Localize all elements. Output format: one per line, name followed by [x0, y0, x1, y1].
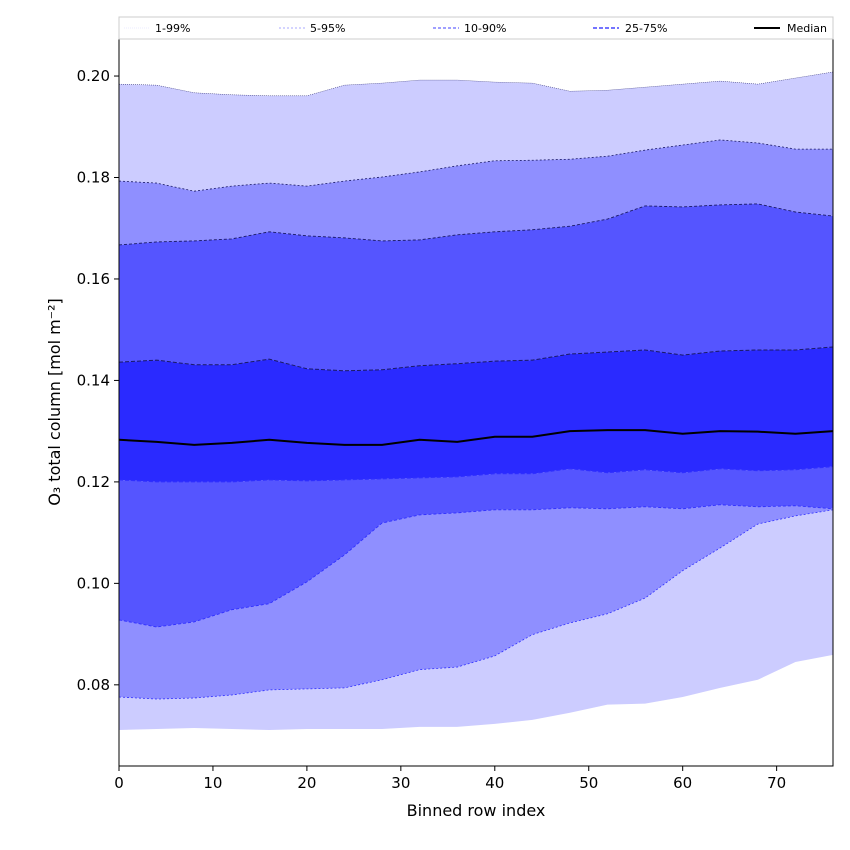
x-tick-label: 40	[485, 774, 504, 792]
line-median	[118, 429, 834, 446]
x-tick-label: 20	[297, 774, 316, 792]
x-tick-label: 30	[391, 774, 410, 792]
band-25-75	[119, 346, 833, 482]
x-tick-label: 60	[673, 774, 692, 792]
band-10-90-upper	[119, 203, 833, 371]
y-tick-label: 0.18	[77, 169, 110, 187]
bands	[119, 71, 833, 730]
x-tick-label: 10	[203, 774, 222, 792]
y-tick-label: 0.08	[77, 676, 110, 694]
legend-label: 1-99%	[155, 22, 190, 35]
y-tick-label: 0.20	[77, 67, 110, 85]
y-tick-label: 0.12	[77, 473, 110, 491]
legend-label: 25-75%	[625, 22, 667, 35]
y-axis-ticks: 0.08 0.10 0.12 0.14 0.16 0.18 0.20	[77, 67, 119, 694]
x-tick-label: 70	[767, 774, 786, 792]
y-axis-label: O₃ total column [mol m⁻²]	[45, 298, 64, 506]
band-1-99-lower	[119, 509, 833, 730]
lines	[118, 71, 834, 700]
line-p95	[118, 139, 833, 192]
line-p5	[118, 509, 834, 700]
line-p99	[118, 71, 834, 97]
line-p10	[118, 504, 834, 628]
legend-label: Median	[787, 22, 827, 35]
x-tick-label: 50	[579, 774, 598, 792]
legend-label: 5-95%	[310, 22, 345, 35]
y-tick-label: 0.10	[77, 574, 110, 592]
y-tick-label: 0.14	[77, 371, 110, 389]
x-tick-label: 0	[114, 774, 124, 792]
legend-label: 10-90%	[464, 22, 506, 35]
y-tick-label: 0.16	[77, 270, 110, 288]
band-5-95-upper	[119, 139, 833, 245]
x-axis-label: Binned row index	[407, 801, 546, 820]
band-5-95-lower	[119, 504, 833, 700]
legend-box	[118, 16, 834, 40]
legend: 1-99% 5-95% 10-90% 25-75% Median	[118, 16, 834, 40]
line-p25	[118, 466, 834, 483]
x-axis-ticks: 0 10 20 30 40 50 60 70	[114, 766, 786, 792]
band-1-99-upper	[119, 71, 833, 192]
